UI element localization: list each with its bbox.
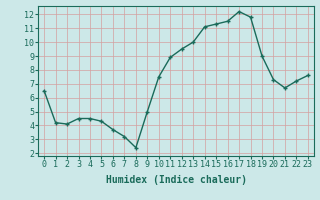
X-axis label: Humidex (Indice chaleur): Humidex (Indice chaleur) xyxy=(106,175,246,185)
